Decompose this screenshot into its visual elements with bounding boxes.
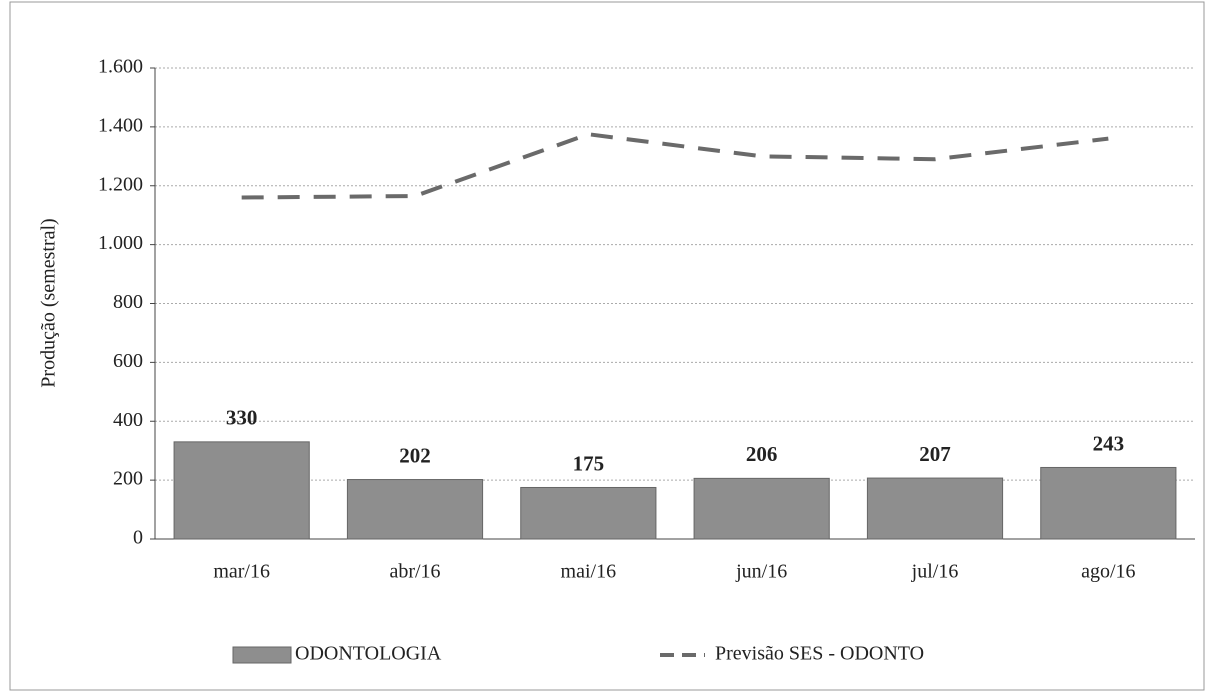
bar	[866, 477, 1004, 540]
y-tick-label: 1.000	[98, 232, 143, 254]
chart-border	[9, 1, 1205, 691]
y-axis-label: Produção (semestral)	[38, 218, 60, 387]
bar	[520, 486, 657, 540]
x-tick-label: jun/16	[735, 561, 787, 583]
y-tick-label: 1.200	[98, 173, 143, 195]
y-tick-label: 800	[113, 291, 143, 313]
value-label: 175	[573, 451, 605, 475]
value-label: 202	[399, 443, 431, 467]
bar	[693, 477, 830, 540]
legend-label: ODONTOLOGIA	[295, 643, 442, 665]
y-tick-label: 1.600	[98, 56, 143, 78]
legend-swatch	[232, 646, 292, 664]
x-tick-label: abr/16	[389, 561, 440, 583]
value-label: 207	[919, 442, 951, 466]
bar	[346, 479, 484, 540]
x-tick-label: ago/16	[1081, 561, 1135, 583]
y-tick-label: 0	[133, 527, 143, 549]
value-label: 206	[746, 442, 778, 466]
bar	[173, 441, 310, 540]
x-tick-label: mai/16	[561, 561, 617, 583]
x-tick-label: mar/16	[213, 561, 270, 583]
y-tick-label: 1.400	[98, 114, 143, 136]
legend-label: Previsão SES - ODONTO	[715, 643, 924, 665]
y-tick-label: 600	[113, 350, 143, 372]
value-label: 243	[1093, 431, 1125, 455]
value-label: 330	[226, 406, 258, 430]
line	[241, 132, 1109, 200]
x-tick-label: jul/16	[911, 561, 959, 583]
y-tick-label: 400	[113, 409, 143, 431]
bar	[1040, 466, 1177, 540]
y-tick-label: 200	[113, 468, 143, 490]
